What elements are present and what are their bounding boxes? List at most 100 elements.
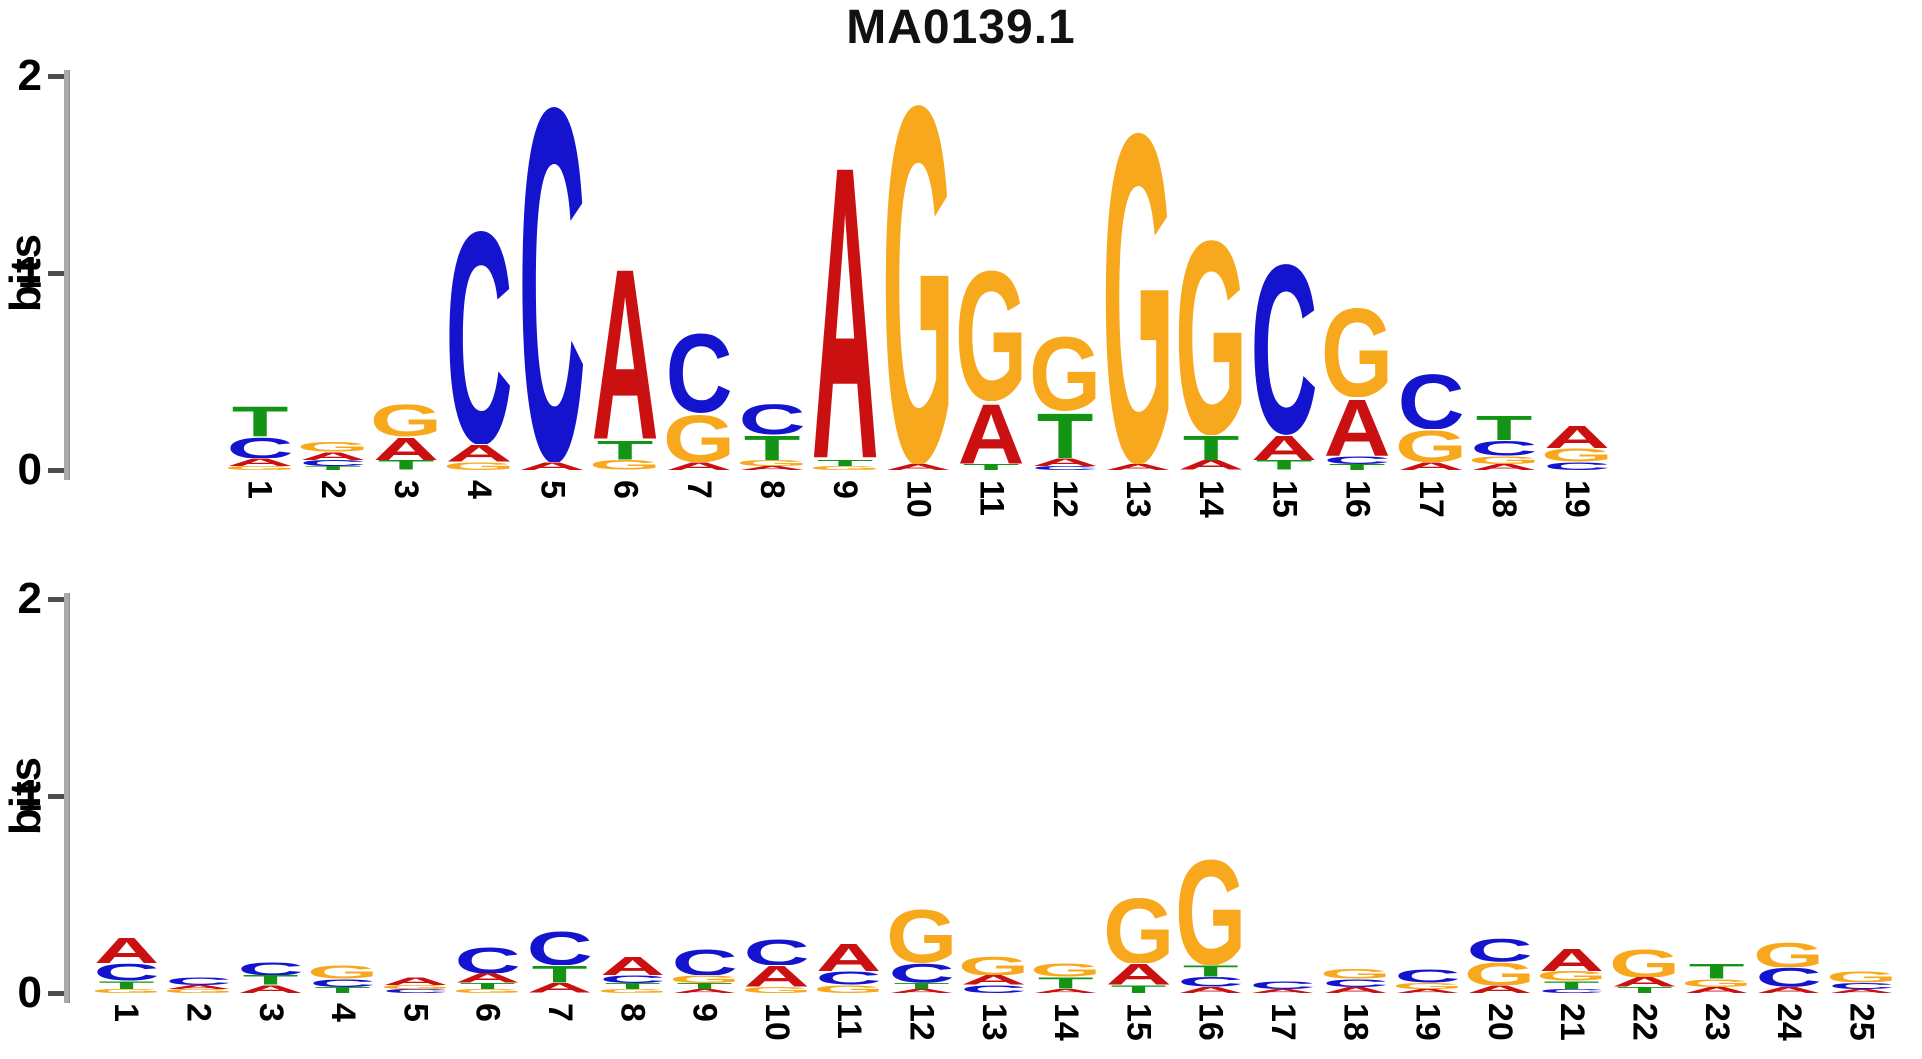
figure-title: MA0139.1 bbox=[846, 1, 1076, 54]
logo-letter-A: A bbox=[226, 458, 293, 466]
svg-text:G: G bbox=[1177, 232, 1245, 435]
x-tick-label: 25 bbox=[1842, 1003, 1881, 1041]
svg-text:T: T bbox=[1329, 464, 1386, 470]
svg-text:A: A bbox=[1467, 985, 1533, 993]
svg-text:G: G bbox=[226, 466, 294, 470]
svg-text:C: C bbox=[1543, 462, 1610, 470]
logo-letter-C: C bbox=[1539, 989, 1605, 993]
logo-letter-T: T bbox=[963, 464, 1020, 470]
logo-letter-G: G bbox=[1031, 334, 1099, 411]
logo-letter-C: C bbox=[599, 975, 665, 983]
logo-letter-C: C bbox=[1031, 466, 1098, 470]
svg-text:G: G bbox=[671, 975, 738, 983]
logo-letter-A: A bbox=[599, 956, 665, 976]
logo-letter-A: A bbox=[1322, 987, 1388, 993]
logo-letter-T: T bbox=[1544, 981, 1600, 989]
logo-letter-C: C bbox=[519, 92, 586, 462]
y-axis-tick bbox=[48, 271, 64, 276]
svg-text:G: G bbox=[599, 989, 666, 993]
logo-letter-T: T bbox=[1329, 464, 1386, 470]
svg-text:G: G bbox=[1470, 456, 1538, 464]
logo-letter-C: C bbox=[665, 330, 732, 413]
svg-text:T: T bbox=[304, 466, 361, 470]
svg-text:A: A bbox=[455, 973, 521, 983]
logo-letter-A: A bbox=[93, 936, 159, 964]
logo-letter-C: C bbox=[1828, 983, 1894, 989]
svg-text:T: T bbox=[315, 987, 371, 993]
logo-letter-A: A bbox=[1324, 397, 1391, 456]
svg-text:T: T bbox=[604, 983, 660, 989]
y-tick-label: 0 bbox=[17, 445, 42, 494]
logo-letter-A: A bbox=[1250, 989, 1316, 993]
logo-letter-A: A bbox=[1539, 948, 1605, 972]
logo-letter-G: G bbox=[1394, 983, 1461, 989]
svg-text:C: C bbox=[961, 985, 1027, 993]
svg-text:G: G bbox=[1611, 948, 1678, 978]
svg-text:C: C bbox=[310, 979, 376, 987]
logo-letter-G: G bbox=[815, 985, 882, 993]
logo-letter-C: C bbox=[238, 962, 304, 976]
logo-letter-G: G bbox=[165, 989, 232, 993]
logo-letter-A: A bbox=[592, 261, 659, 440]
logo-letter-G: G bbox=[811, 466, 879, 470]
x-tick-label: 9 bbox=[826, 480, 865, 499]
logo-letter-A: A bbox=[1467, 985, 1533, 993]
logo-letter-C: C bbox=[382, 989, 448, 993]
logo-letter-C: C bbox=[1470, 440, 1537, 456]
logo-letter-T: T bbox=[532, 965, 588, 983]
logo-letter-C: C bbox=[888, 963, 954, 983]
svg-text:A: A bbox=[446, 444, 513, 462]
logo-letter-A: A bbox=[527, 983, 593, 993]
svg-text:A: A bbox=[226, 458, 293, 466]
svg-text:T: T bbox=[1616, 987, 1672, 993]
svg-text:A: A bbox=[519, 462, 586, 470]
logo-letter-A: A bbox=[382, 977, 448, 985]
svg-text:A: A bbox=[527, 983, 593, 993]
logo-letter-G: G bbox=[738, 460, 806, 466]
svg-text:A: A bbox=[1684, 987, 1750, 993]
logo-letter-A: A bbox=[1251, 435, 1318, 461]
svg-text:T: T bbox=[532, 965, 588, 983]
logo-letter-C: C bbox=[671, 948, 737, 976]
x-tick-label: 6 bbox=[606, 480, 645, 499]
logo-letter-G: G bbox=[299, 442, 367, 452]
logo-letter-G: G bbox=[1828, 971, 1895, 983]
logo-letter-A: A bbox=[1470, 464, 1537, 470]
svg-text:A: A bbox=[671, 989, 737, 993]
logo-letter-A: A bbox=[1543, 425, 1610, 449]
y-axis-title: bits bbox=[1, 233, 50, 313]
svg-text:A: A bbox=[1322, 987, 1388, 993]
x-tick-label: 12 bbox=[1045, 480, 1084, 518]
logo-letter-C: C bbox=[1322, 979, 1388, 987]
logo-letter-G: G bbox=[1543, 448, 1611, 462]
svg-text:C: C bbox=[1756, 967, 1822, 987]
logo-letter-A: A bbox=[446, 444, 513, 462]
logo-letter-G: G bbox=[960, 956, 1027, 976]
svg-text:T: T bbox=[817, 460, 874, 466]
svg-text:G: G bbox=[591, 460, 659, 470]
svg-text:A: A bbox=[238, 985, 304, 993]
x-tick-label: 7 bbox=[540, 1003, 579, 1022]
svg-text:C: C bbox=[446, 222, 513, 445]
logo-letter-G: G bbox=[1397, 429, 1465, 462]
svg-text:A: A bbox=[165, 985, 231, 989]
svg-text:A: A bbox=[1394, 989, 1460, 993]
logo-letter-C: C bbox=[455, 946, 521, 974]
svg-text:T: T bbox=[1689, 963, 1745, 979]
svg-text:C: C bbox=[1394, 969, 1460, 983]
svg-text:G: G bbox=[1397, 429, 1465, 462]
